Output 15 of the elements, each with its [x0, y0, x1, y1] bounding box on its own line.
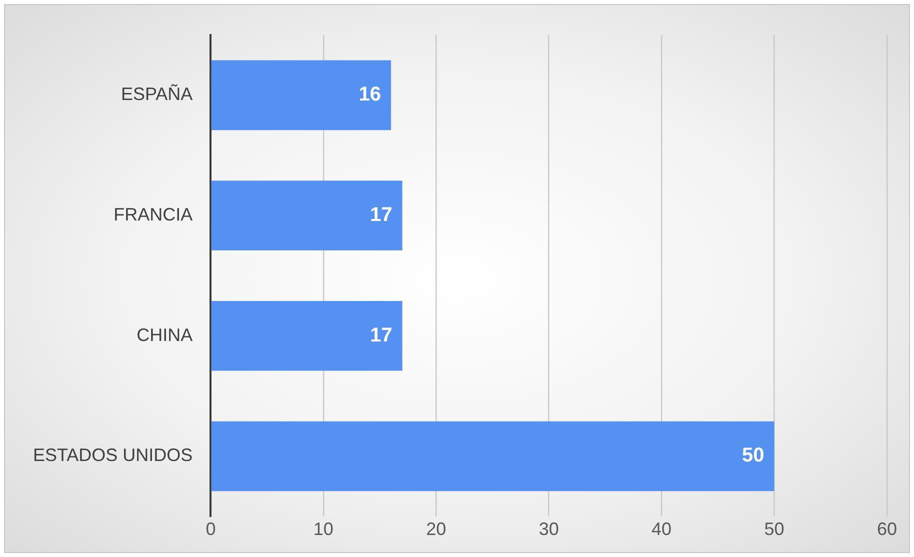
x-tick-label: 60 — [876, 519, 898, 540]
x-tick-label: 20 — [426, 519, 446, 540]
x-tick-label: 50 — [764, 519, 784, 540]
x-tick-label: 30 — [538, 519, 559, 540]
data-label: 50 — [742, 444, 764, 467]
data-label: 17 — [370, 324, 392, 346]
x-tick-label: 0 — [206, 519, 216, 540]
y-tick-label: FRANCIA — [114, 204, 193, 224]
y-tick-label: ESPAÑA — [120, 84, 193, 104]
x-tick-label: 40 — [652, 519, 672, 540]
y-tick-label: ESTADOS UNIDOS — [32, 445, 193, 466]
data-label: 17 — [370, 204, 392, 226]
x-tick-label: 10 — [313, 519, 334, 540]
y-tick-label: CHINA — [136, 324, 193, 345]
data-label: 16 — [358, 84, 382, 106]
